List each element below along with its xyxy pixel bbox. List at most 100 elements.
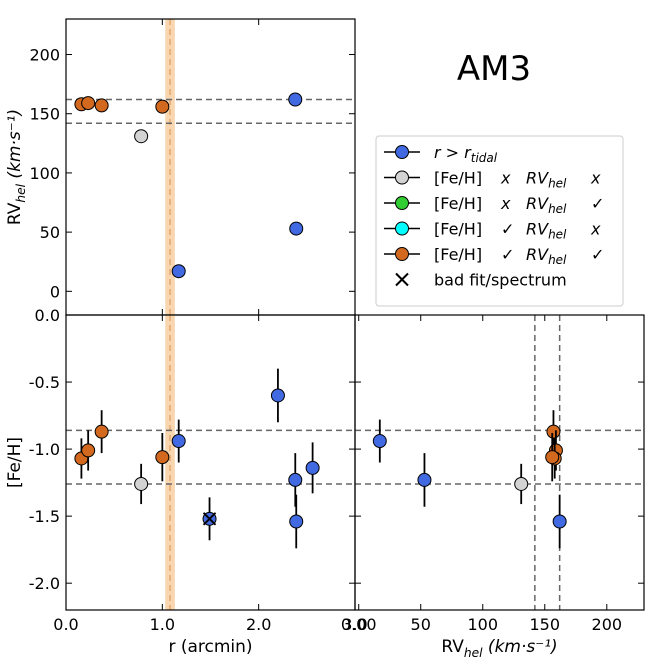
half-light-radius-band (165, 19, 175, 315)
y-tick-label: 0 (50, 282, 60, 301)
half-light-radius-band (165, 315, 175, 610)
y-tick-label: 200 (29, 46, 60, 65)
y-axis-label: [Fe/H] (5, 437, 25, 488)
data-point (288, 92, 303, 107)
data-point (74, 438, 89, 479)
legend-label-feh: [Fe/H] (434, 220, 482, 239)
data-point (202, 497, 217, 541)
x-tick-label: 100 (467, 615, 498, 634)
figure-title: AM3 (457, 49, 531, 89)
y-tick-label: -1.0 (29, 440, 60, 459)
legend: r > rtidal[Fe/H] x RVhel x[Fe/H] x RVhel ✓[Fe/… (375, 135, 624, 307)
data-point (81, 96, 96, 111)
marker (305, 460, 320, 475)
marker (372, 434, 387, 449)
marker (134, 476, 149, 491)
marker (155, 99, 170, 114)
marker (270, 388, 285, 403)
legend-rv-flag: x (590, 220, 601, 239)
legend-label-rv: RVhel (526, 194, 567, 216)
axes-frame (65, 18, 356, 316)
legend-label-feh: [Fe/H] (434, 194, 482, 213)
data-point (155, 99, 170, 114)
legend-feh-flag: x (500, 194, 511, 213)
legend-cross (395, 272, 409, 287)
legend-feh-flag: ✓ (501, 245, 514, 264)
data-point (171, 264, 186, 279)
legend-entry-none: [Fe/H] x RVhel x (384, 169, 601, 191)
x-axis-label: r (arcmin) (168, 637, 252, 657)
x-tick-label: 0.00 (341, 615, 377, 634)
marker (134, 129, 149, 144)
panel-rv_vs_r: 0 50 100 150 200 RVhel (km·s⁻¹) (5, 18, 356, 316)
marker (94, 98, 109, 113)
legend-entry-bad: bad fit/spectrum (395, 271, 567, 290)
data-point (305, 442, 320, 494)
data-point (81, 430, 96, 471)
data-point (270, 368, 285, 423)
data-point (545, 433, 560, 482)
marker (171, 264, 186, 279)
data-point (552, 494, 567, 549)
panel-feh_vs_r: 0.0 -0.5 -1.0 -1.5 -2.0 0.0 1.0 2.0 3.0 r (arcmin… (5, 306, 368, 657)
y-tick-label: 150 (29, 105, 60, 124)
marker (94, 424, 109, 439)
x-tick-label: 50 (411, 615, 431, 634)
legend-entry-outside_tidal: r > rtidal (384, 143, 498, 165)
data-point (155, 433, 170, 482)
legend-label: bad fit/spectrum (434, 271, 567, 290)
legend-label-rv: RVhel (526, 220, 567, 242)
axes-frame (354, 314, 645, 611)
legend-rv-flag: x (590, 169, 601, 188)
data-point (171, 419, 186, 463)
legend-marker (395, 145, 409, 159)
marker (171, 434, 186, 449)
y-tick-label: -2.0 (29, 574, 60, 593)
legend-rv-flag: ✓ (591, 245, 604, 264)
x-tick-label: 200 (592, 615, 623, 634)
chart-panels: 0 50 100 150 200 RVhel (km·s⁻¹) 0.0 -0.5 -1.0 -1.… (5, 18, 645, 660)
x-tick-label: 150 (529, 615, 560, 634)
marker (552, 514, 567, 529)
marker (289, 514, 304, 529)
x-tick-label: 3.0 (342, 615, 367, 634)
y-axis-label: RVhel (km·s⁻¹) (5, 109, 28, 225)
data-point (514, 463, 529, 505)
data-point (94, 410, 109, 454)
bad-fit-cross (202, 512, 217, 526)
y-tick-label: 0.0 (35, 306, 60, 325)
legend-label-feh: [Fe/H] (434, 245, 482, 264)
data-point (289, 221, 304, 236)
legend-label: r > rtidal (434, 143, 498, 165)
x-tick-label: 0.0 (53, 615, 78, 634)
x-tick-label: 1.0 (150, 615, 175, 634)
y-tick-label: -0.5 (29, 373, 60, 392)
legend-marker (395, 196, 409, 210)
legend-feh-flag: ✓ (501, 220, 514, 239)
marker (81, 96, 96, 111)
data-point (417, 453, 432, 507)
legend-label-rv: RVhel (526, 245, 567, 267)
marker (81, 443, 96, 458)
y-tick-label: -1.5 (29, 507, 60, 526)
data-point (289, 494, 304, 549)
data-point (134, 129, 149, 144)
legend-rv-flag: ✓ (591, 194, 604, 213)
data-point (94, 98, 109, 113)
legend-marker (395, 247, 409, 261)
marker (546, 424, 561, 439)
x-axis-label: RVhel (km·s⁻¹) (441, 637, 557, 660)
legend-entry-both: [Fe/H] ✓ RVhel ✓ (384, 245, 604, 267)
data-point (288, 453, 303, 507)
y-tick-label: 100 (29, 164, 60, 183)
legend-label-feh: [Fe/H] (434, 169, 482, 188)
legend-entry-rv_only: [Fe/H] x RVhel ✓ (384, 194, 604, 216)
data-point (134, 463, 149, 505)
marker (288, 472, 303, 487)
legend-marker (395, 221, 409, 236)
legend-label-rv: RVhel (526, 169, 567, 191)
x-tick-label: 2.0 (246, 615, 271, 634)
panel-feh_vs_rv: 0.00 50 100 150 200 RVhel (km·s⁻¹) (341, 314, 645, 660)
data-point (372, 419, 387, 463)
